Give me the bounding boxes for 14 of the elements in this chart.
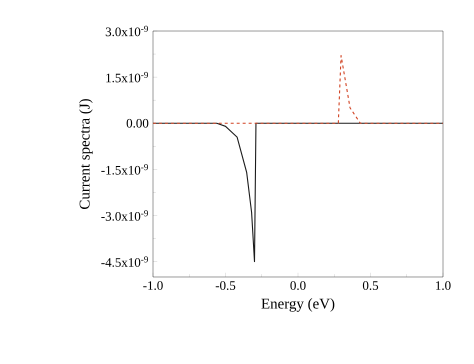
x-tick-label: 0.5 <box>362 281 378 290</box>
y-tick-label: -1.5x10$^{-9}$ <box>101 164 148 175</box>
y-tick-label: 3.0x10$^{-9}$ <box>106 26 148 36</box>
y-tick-label: 0.00 <box>126 118 148 128</box>
x-axis-title: Energy (eV) <box>261 298 334 312</box>
y-axis-title: Current spectra (J) <box>79 99 93 209</box>
x-tick-label: -1.0 <box>143 281 163 290</box>
y-tick-label: 1.5x10$^{-9}$ <box>106 72 148 82</box>
y-tick-label: -3.0x10$^{-9}$ <box>101 210 148 221</box>
y-tick-label: -4.5x10$^{-9}$ <box>101 256 148 267</box>
line-series <box>153 122 444 262</box>
x-tick-label: 1.0 <box>436 281 451 290</box>
x-tick-label: -0.5 <box>216 281 236 290</box>
x-tick-label: 0.0 <box>290 281 306 290</box>
